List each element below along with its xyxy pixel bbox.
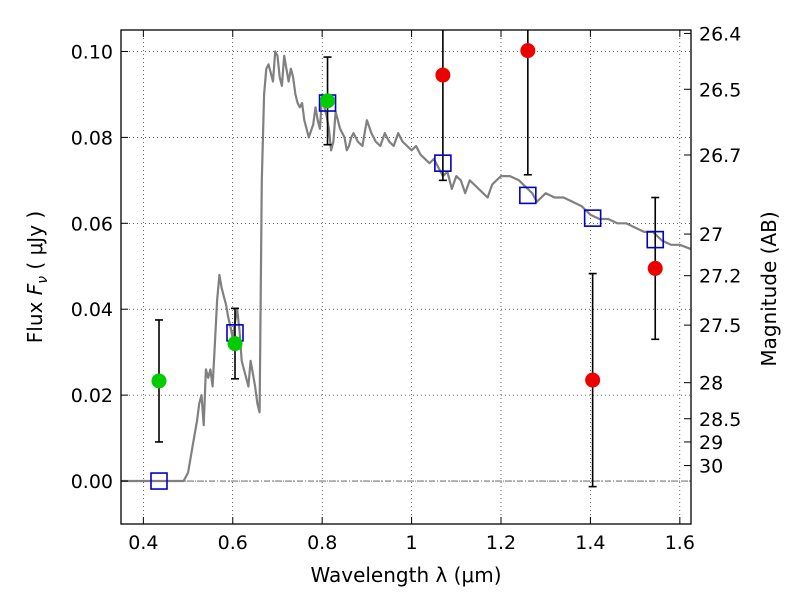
x-tick-label: 1.6 [665, 532, 695, 554]
y-axis-label-text: Flux [23, 295, 47, 343]
y2-tick-label: 30 [699, 456, 723, 478]
plot-frame [120, 29, 692, 525]
axis-ticks: 0.4 0.6 0.8 1 1.2 1.4 1.6 0.00 0.02 0.04 0.06 0.08 0… [71, 23, 742, 554]
y-tick-label: 0.02 [71, 385, 113, 407]
grid [121, 30, 691, 524]
y-axis-label-subscript: ν [35, 276, 51, 284]
x-tick-label: 0.4 [128, 532, 158, 554]
y-axis-label-unit: ( μJy ) [23, 211, 47, 276]
y2-axis-label: Magnitude (AB) [757, 211, 781, 366]
model-spectrum-line [121, 50, 691, 483]
y-tick-label: 0.08 [71, 127, 113, 149]
y-tick-label: 0.10 [71, 41, 113, 63]
y2-tick-label: 27 [699, 224, 723, 246]
model-photometry-point [583, 209, 602, 227]
plot-area [121, 30, 691, 490]
non-detection-error-bar [438, 30, 447, 182]
y-tick-label: 0.00 [71, 471, 113, 493]
y2-tick-label: 28.5 [699, 409, 741, 431]
x-tick-label: 1 [406, 532, 418, 554]
y2-tick-label: 26.7 [699, 145, 741, 167]
y-axis-label: Flux Fν ( μJy ) [23, 211, 51, 343]
x-axis-label: Wavelength λ (μm) [310, 563, 501, 587]
y2-tick-label: 26.5 [699, 79, 741, 101]
non-detection-point [585, 372, 601, 388]
x-tick-label: 0.6 [218, 532, 248, 554]
non-detection-point [435, 67, 451, 83]
non-detection-point [647, 260, 663, 276]
x-tick-label: 1.2 [486, 532, 516, 554]
model-photometry-point [646, 230, 665, 249]
y-axis-label-symbol: F [23, 283, 47, 295]
model-photometry-point [519, 186, 537, 205]
non-detection-error-bar [523, 30, 532, 176]
y2-tick-label: 26.4 [699, 23, 741, 45]
model-photometry-point [434, 154, 452, 172]
detection-point [151, 373, 167, 389]
y-tick-label: 0.06 [71, 213, 113, 235]
y2-tick-label: 29 [699, 432, 723, 454]
x-tick-label: 1.4 [575, 532, 605, 554]
y2-tick-label: 28 [699, 373, 723, 395]
y2-tick-label: 27.5 [699, 315, 741, 337]
model-photometry-point [150, 472, 168, 490]
detection-point [227, 336, 243, 352]
x-tick-label: 0.8 [307, 532, 337, 554]
y2-tick-label: 27.2 [699, 266, 741, 288]
y-tick-label: 0.04 [71, 299, 113, 321]
non-detection-point [520, 43, 536, 59]
clipped-series [121, 30, 691, 490]
detection-point [320, 93, 336, 109]
